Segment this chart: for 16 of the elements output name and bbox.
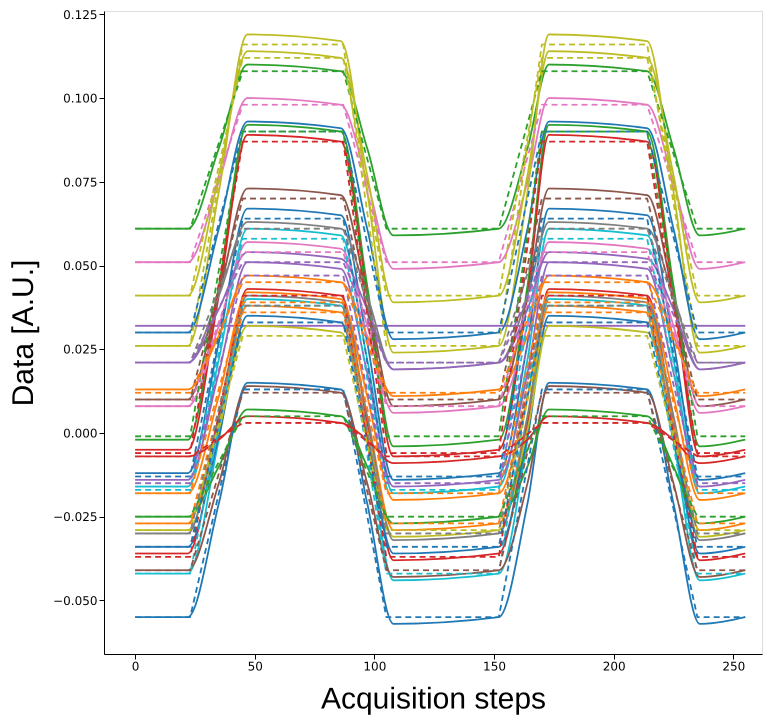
y-tick-label: 0.075 bbox=[63, 175, 98, 190]
y-axis-title: Data [A.U.] bbox=[7, 260, 40, 406]
x-tick-label: 200 bbox=[602, 660, 626, 674]
x-tick-label: 100 bbox=[363, 660, 386, 674]
x-tick-label: 150 bbox=[483, 660, 506, 674]
y-tick-label: −0.050 bbox=[53, 594, 98, 608]
y-tick-label: 0.000 bbox=[63, 426, 98, 440]
y-tick-label: −0.025 bbox=[53, 510, 98, 524]
x-tick-label: 50 bbox=[248, 660, 263, 674]
y-tick-label: 0.125 bbox=[63, 8, 98, 22]
x-tick-label: 0 bbox=[132, 660, 140, 674]
x-tick-label: 250 bbox=[722, 660, 746, 674]
x-axis-title: Acquisition steps bbox=[320, 682, 546, 716]
y-tick-label: 0.100 bbox=[63, 92, 98, 106]
y-tick-label: 0.025 bbox=[63, 342, 98, 357]
y-tick-label: 0.050 bbox=[63, 259, 98, 274]
